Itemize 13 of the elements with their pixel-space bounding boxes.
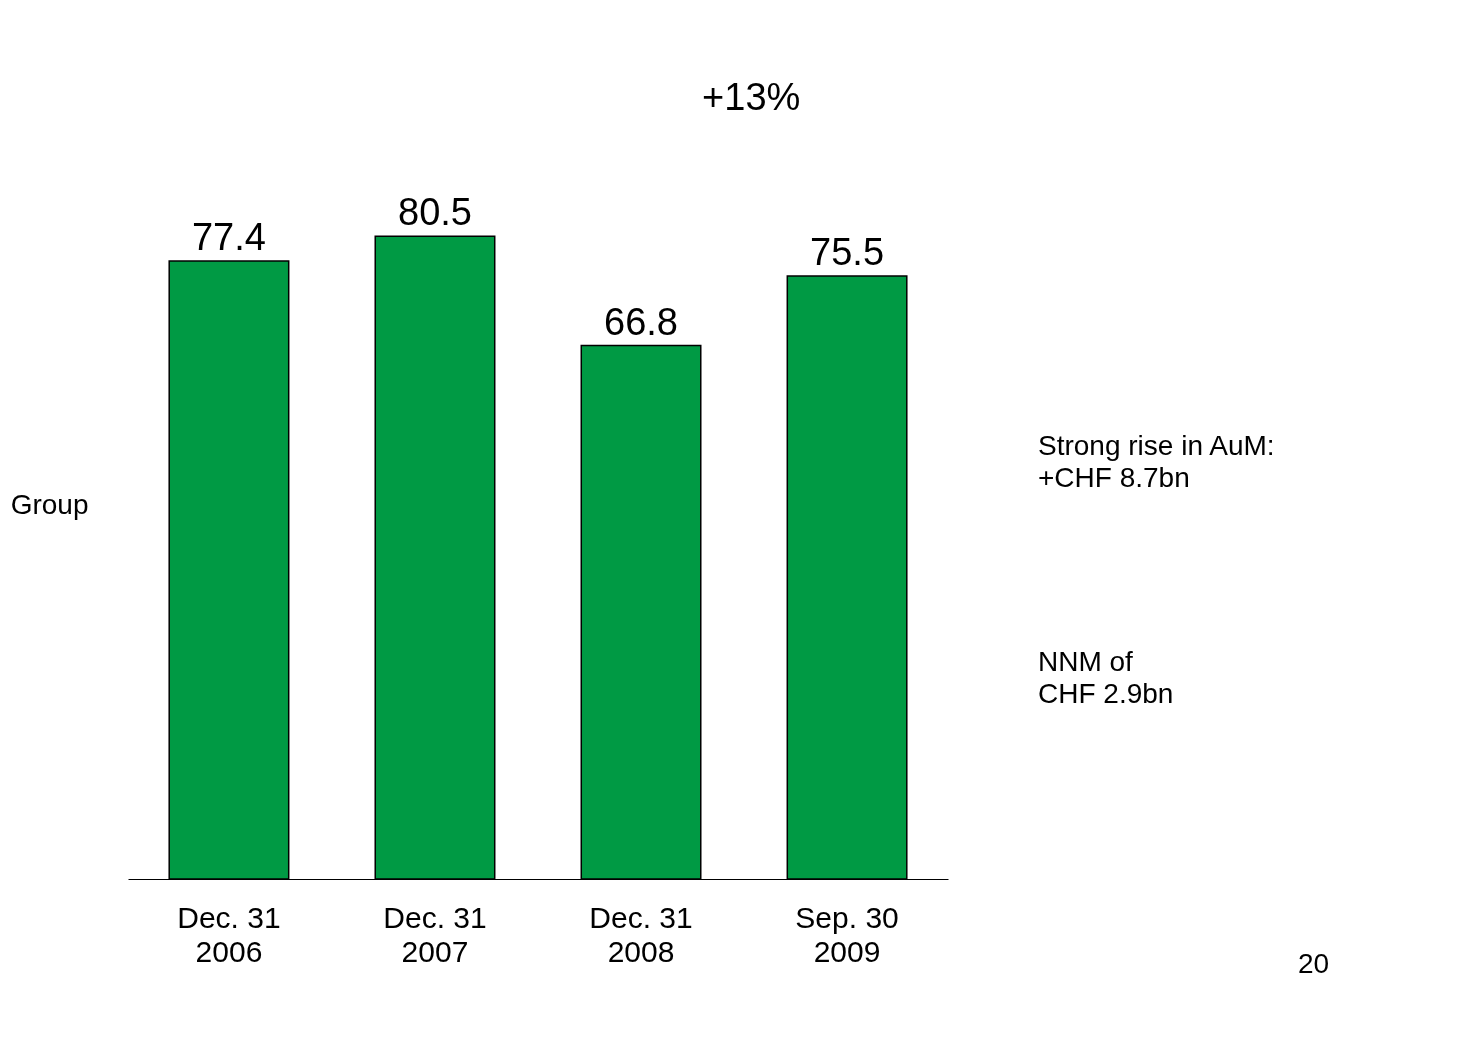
x-tick-label: Dec. 31 2008 [589,900,693,968]
x-tick-label: Dec. 31 2006 [177,900,281,968]
x-tick-label: Dec. 31 2007 [383,900,487,968]
y-axis-title: Group [10,488,89,520]
text: Strong rise in AuM: +CHF 8.7bn [1038,430,1275,493]
data-label: 80.5 [398,191,472,234]
text: 20 [1298,948,1330,980]
data-label: 75.5 [810,231,885,274]
data-label: 66.8 [604,300,678,343]
text: +13% [702,76,801,118]
x-tick-label: Sep. 30 2009 [795,900,899,968]
data-label: 77.4 [191,215,266,258]
text: NNM of CHF 2.9bn [1038,646,1174,709]
